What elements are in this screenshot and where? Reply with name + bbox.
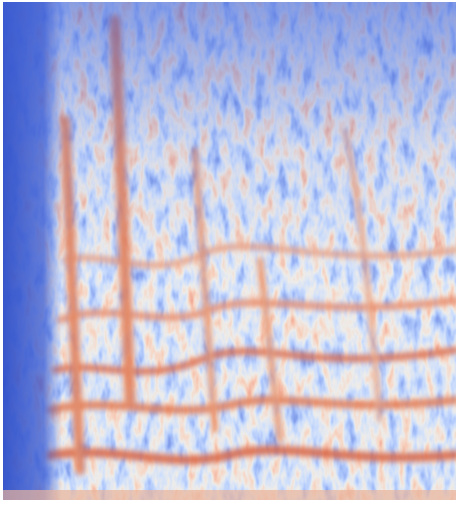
heatmap bbox=[3, 2, 456, 500]
page: (() => { const data = JSON.parse(documen… bbox=[0, 0, 459, 514]
low-energy-top bbox=[3, 2, 456, 500]
spectrogram bbox=[0, 0, 459, 514]
bottom-strip bbox=[3, 490, 456, 500]
